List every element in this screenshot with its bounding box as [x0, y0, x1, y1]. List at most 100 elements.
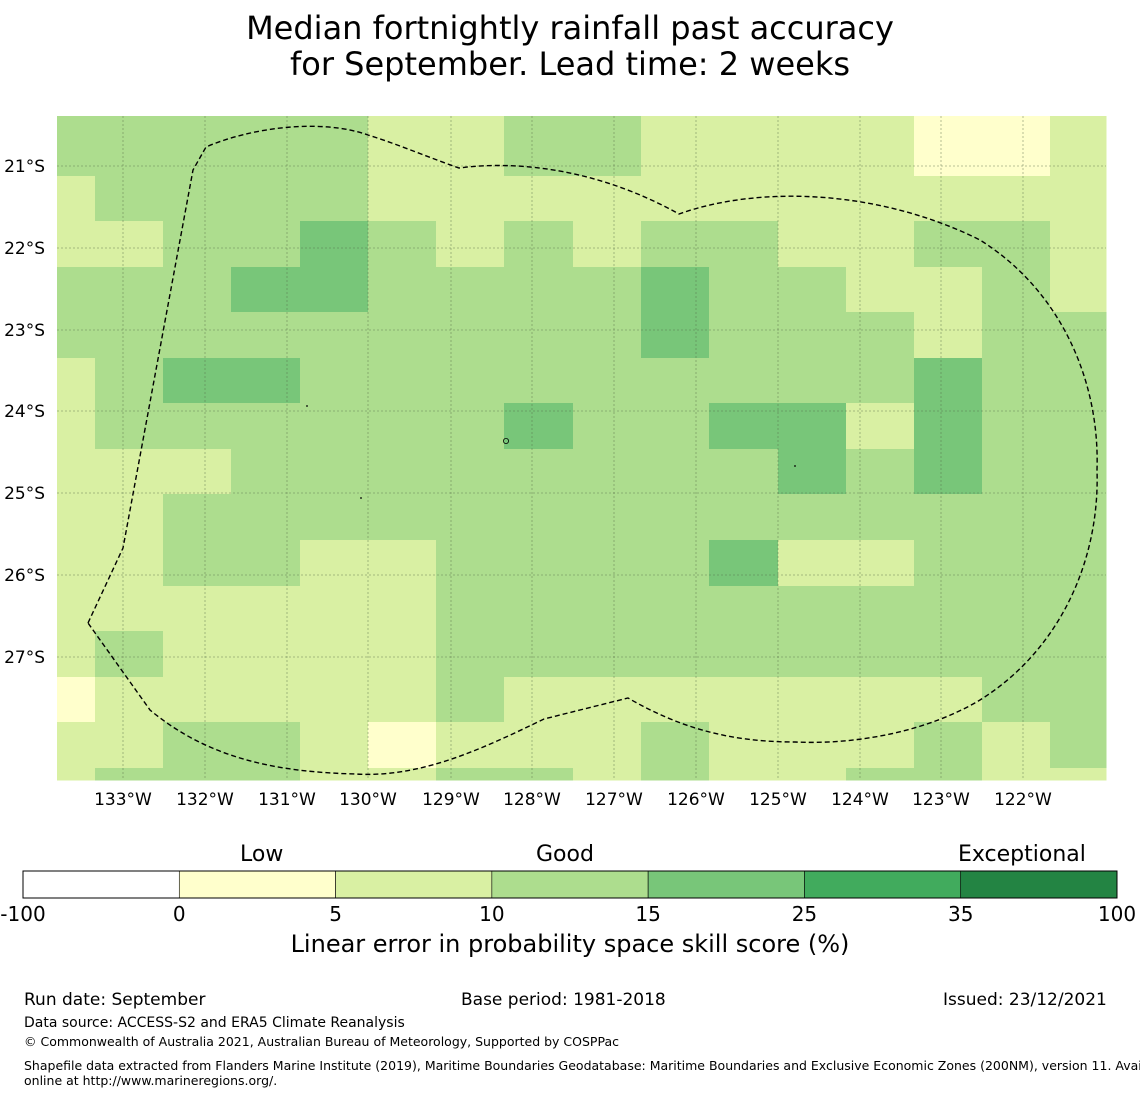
map-cell [95, 586, 164, 632]
map-cell [573, 494, 642, 541]
map-cell [436, 116, 505, 177]
map-cell [778, 586, 847, 632]
map-cell [982, 267, 1051, 313]
map-cell [914, 631, 983, 678]
map-cell [778, 403, 847, 450]
y-tick-label: 26°S [4, 566, 45, 586]
map-cell [231, 722, 301, 769]
map-cell [573, 677, 642, 723]
map-cell [846, 358, 915, 404]
map-cell [709, 586, 779, 632]
colorbar-segment [491, 870, 649, 899]
map-cell [57, 540, 96, 587]
map-cell [914, 312, 983, 359]
run-date: Run date: September [24, 990, 206, 1010]
map-cell [778, 494, 847, 541]
map-cell [709, 116, 779, 177]
map-cell [368, 449, 437, 495]
map-cell [778, 449, 847, 495]
map-cell [914, 176, 983, 222]
map-cell [982, 449, 1051, 495]
map-cell [504, 312, 574, 359]
map-cell [368, 768, 437, 781]
map-cell [368, 221, 437, 268]
map-cell [436, 586, 505, 632]
map-cell [982, 677, 1051, 723]
map-cell [368, 586, 437, 632]
map-cell [504, 677, 574, 723]
map-cell [57, 768, 96, 781]
y-tick-label: 23°S [4, 321, 45, 341]
map-cell [436, 221, 505, 268]
map-cell [57, 267, 96, 313]
shapefile-credit-line-2: online at http://www.marineregions.org/. [24, 1073, 278, 1088]
x-tick-label: 128°W [503, 790, 561, 810]
map-cell [300, 768, 369, 781]
map-cell [982, 221, 1051, 268]
map-cell [163, 677, 232, 723]
x-tick-label: 127°W [585, 790, 643, 810]
map-cell [57, 116, 96, 177]
x-tick-label: 122°W [994, 790, 1052, 810]
map-cell [231, 116, 301, 177]
x-tick-label: 129°W [422, 790, 480, 810]
map-cell [778, 358, 847, 404]
map-cell [914, 586, 983, 632]
colorbar-segment [22, 870, 180, 899]
map-cell [231, 312, 301, 359]
eez-boundary [87, 125, 1098, 776]
map-cell [95, 358, 164, 404]
map-cell [641, 540, 710, 587]
map-cell [641, 677, 710, 723]
map-cell [300, 540, 369, 587]
y-tick-label: 22°S [4, 239, 45, 259]
colorbar-tick-label: 0 [173, 902, 186, 926]
x-tick-label: 131°W [258, 790, 316, 810]
map-cell [846, 176, 915, 222]
map-cell [1050, 116, 1107, 177]
map-cell [163, 358, 232, 404]
map-cell [573, 722, 642, 769]
colorbar-tick-label: -100 [0, 902, 45, 926]
map-cell [163, 116, 232, 177]
map-cell [57, 631, 96, 678]
shapefile-credit-line-1: Shapefile data extracted from Flanders M… [24, 1058, 1140, 1073]
map-cell [709, 403, 779, 450]
map-cell [57, 722, 96, 769]
map-cell [914, 116, 983, 177]
map-cell [709, 449, 779, 495]
island-marker [306, 405, 308, 407]
map-cell [982, 312, 1051, 359]
map-cell [778, 631, 847, 678]
map-cell [573, 540, 642, 587]
map-cell [778, 176, 847, 222]
map-cell [300, 358, 369, 404]
map-cell [231, 631, 301, 678]
colorbar-tick-label: 35 [948, 902, 973, 926]
map-cell [231, 449, 301, 495]
map-cell [641, 358, 710, 404]
map-cell [914, 768, 983, 781]
map-cell [641, 586, 710, 632]
map-cell [300, 449, 369, 495]
map-cell [1050, 722, 1107, 769]
map-cell [368, 494, 437, 541]
map-cell [846, 449, 915, 495]
map-cell [641, 449, 710, 495]
map-cell [846, 722, 915, 769]
map-cell [914, 494, 983, 541]
island-marker [360, 497, 362, 499]
map-cell [1050, 403, 1107, 450]
island-marker [794, 465, 796, 467]
map-cell [504, 540, 574, 587]
map-cell [504, 358, 574, 404]
map-cell [300, 722, 369, 769]
map-cell [231, 768, 301, 781]
map-cell [57, 358, 96, 404]
y-tick-label: 21°S [4, 157, 45, 177]
map-cell [163, 722, 232, 769]
map-cell [163, 176, 232, 222]
map-cell [57, 403, 96, 450]
map-cell [504, 449, 574, 495]
map-cell [914, 722, 983, 769]
